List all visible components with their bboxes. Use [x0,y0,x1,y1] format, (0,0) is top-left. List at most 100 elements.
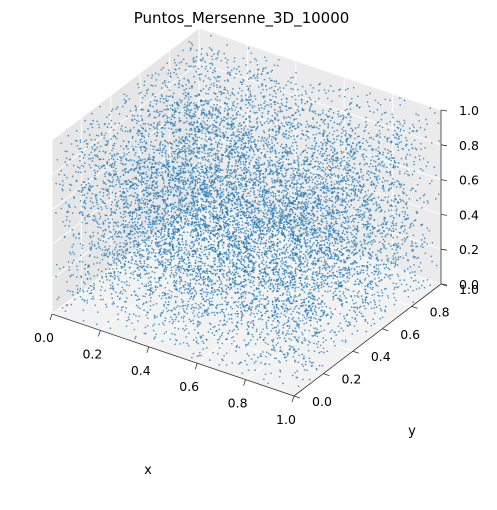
scatter-point [346,108,348,110]
scatter-point [145,216,147,218]
scatter-point [79,190,81,192]
scatter-point [154,176,156,178]
scatter-point [309,213,311,215]
scatter-point [209,298,211,300]
scatter-point [395,257,397,259]
scatter-point [192,213,194,215]
scatter-point [313,213,315,215]
scatter-point [387,141,389,143]
scatter-point [230,143,232,145]
scatter-point [93,288,95,290]
scatter-point [404,219,406,221]
scatter-point [116,138,118,140]
scatter-point [247,181,249,183]
scatter-point [124,264,126,266]
scatter-point [244,190,246,192]
scatter-point [112,219,114,221]
scatter-point [165,156,167,158]
scatter-point [162,192,164,194]
scatter-point [210,221,212,223]
scatter-point [352,242,354,244]
scatter-point [258,156,260,158]
scatter-point [381,310,383,312]
scatter-point [130,110,132,112]
scatter-point [111,297,113,299]
scatter-point [220,185,222,187]
scatter-point [203,281,205,283]
scatter-point [235,136,237,138]
scatter-point [240,261,242,263]
scatter-point [198,261,200,263]
scatter-point [263,278,265,280]
scatter-point [252,157,254,159]
scatter-point [226,62,228,64]
scatter-point [344,222,346,224]
scatter-point [113,225,115,227]
scatter-point [216,117,218,119]
scatter-point [332,225,334,227]
scatter-point [281,263,283,265]
scatter-point [324,259,326,261]
scatter-point [270,168,272,170]
scatter-point [140,257,142,259]
scatter-point [386,138,388,140]
scatter-point [156,223,158,225]
scatter-point [388,297,390,299]
scatter-point [204,180,206,182]
scatter-point [58,296,60,298]
scatter-point [254,77,256,79]
scatter-point [291,96,293,98]
scatter-point [198,174,200,176]
scatter-point [273,306,275,308]
scatter-point [147,249,149,251]
scatter-point [394,195,396,197]
scatter-point [372,228,374,230]
scatter-point [429,183,431,185]
scatter-point [295,247,297,249]
scatter-point [145,270,147,272]
scatter-point [317,219,319,221]
scatter-point [204,61,206,63]
scatter-point [257,159,259,161]
scatter-point [191,304,193,306]
scatter-point [161,111,163,113]
scatter-point [294,294,296,296]
scatter-point [195,111,197,113]
scatter-point [384,148,386,150]
scatter-point [247,132,249,134]
scatter-point [173,321,175,323]
scatter-point [339,273,341,275]
scatter-point [312,362,314,364]
scatter-point [352,219,354,221]
scatter-point [264,287,266,289]
scatter-point [165,213,167,215]
scatter-point [173,114,175,116]
scatter-point [389,99,391,101]
scatter-point [250,95,252,97]
scatter-point [233,301,235,303]
scatter-point [411,241,413,243]
scatter-point [233,177,235,179]
scatter-point [339,144,341,146]
scatter-point [329,198,331,200]
scatter-point [406,165,408,167]
scatter-point [106,215,108,217]
scatter-point [192,187,194,189]
scatter-point [211,284,213,286]
scatter-point [415,190,417,192]
scatter-point [321,220,323,222]
scatter-point [161,167,163,169]
scatter-point [431,142,433,144]
scatter-point [400,185,402,187]
scatter-point [315,113,317,115]
scatter-point [136,178,138,180]
scatter-point [121,281,123,283]
scatter-point [358,209,360,211]
scatter-point [266,233,268,235]
scatter-point [178,87,180,89]
scatter-point [162,144,164,146]
scatter-point [354,236,356,238]
scatter-point [296,152,298,154]
scatter-point [143,265,145,267]
scatter-point [301,251,303,253]
